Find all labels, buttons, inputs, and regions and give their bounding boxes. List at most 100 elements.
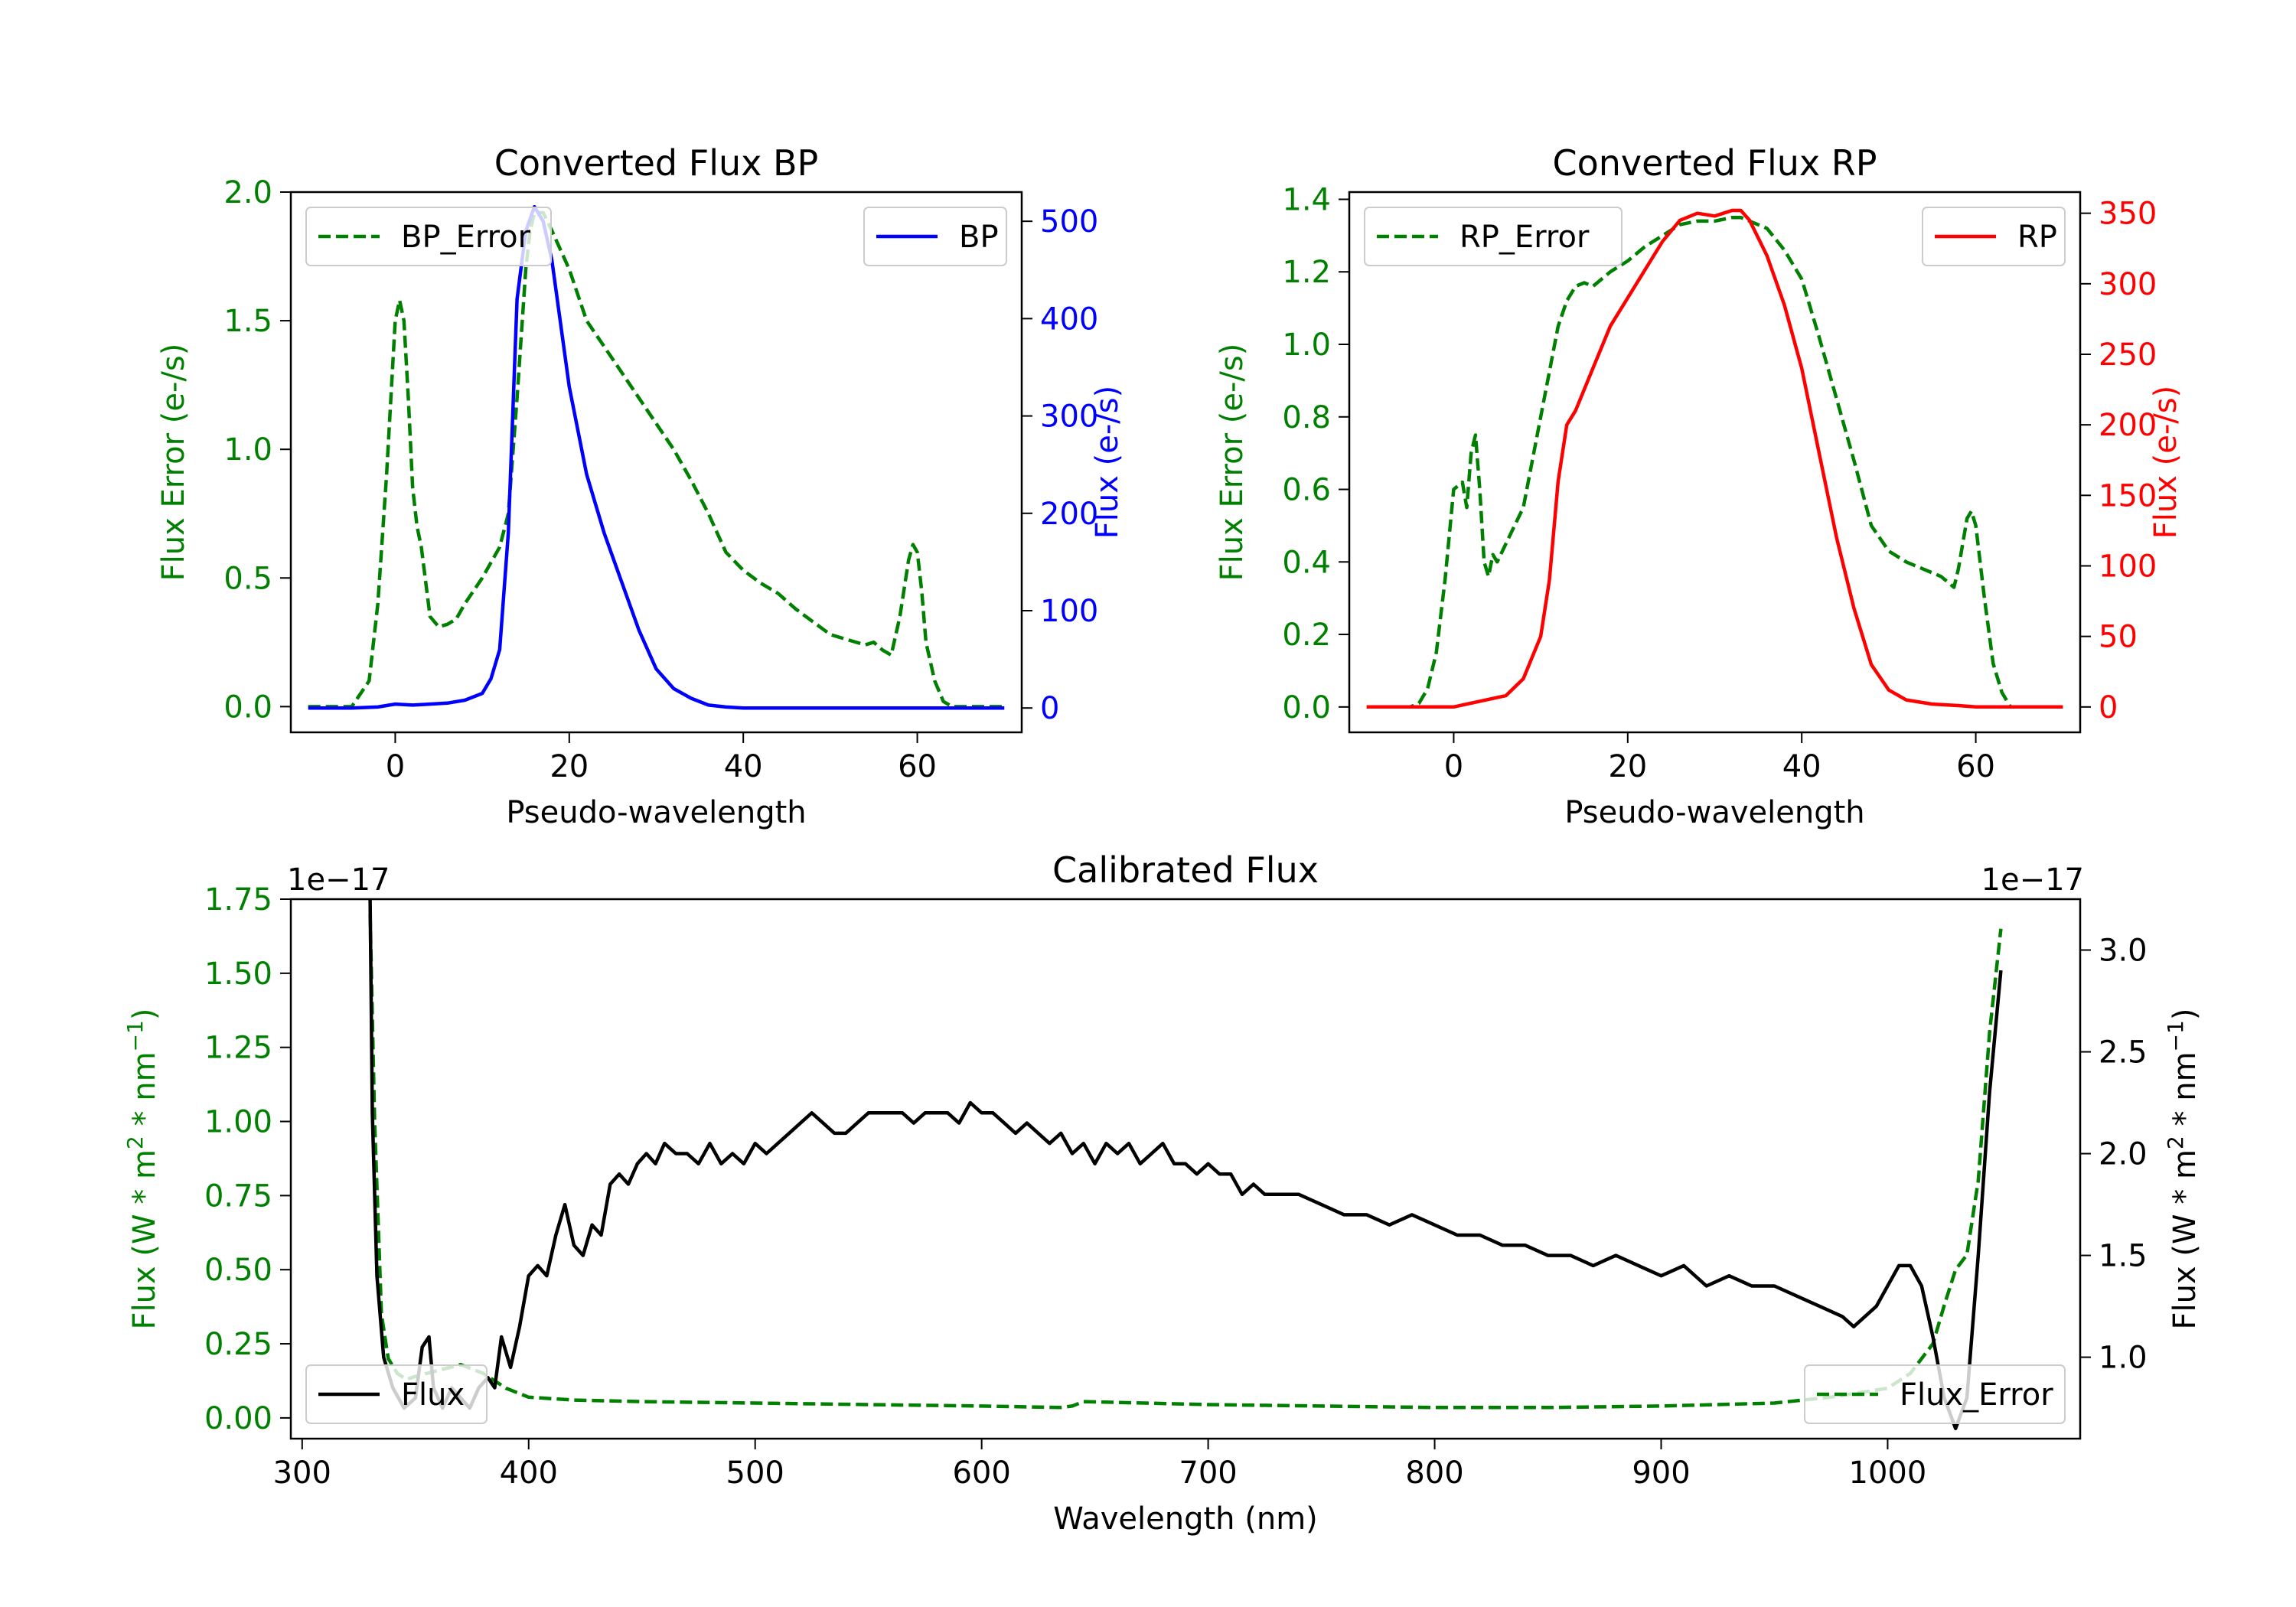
chart-rp: 0 20 40 60 0.0 0.2 0.4 0.6 0.8 1.0 1.2 1.4 0 50 100 150… (1215, 142, 2183, 830)
y-right-tick-label: 2.5 (2099, 1035, 2148, 1071)
y-left-tick-label: 0.5 (223, 561, 272, 596)
y-left-tick-label: 0.00 (204, 1401, 272, 1436)
y-right-tick-label: 50 (2099, 620, 2138, 655)
x-tick-label: 20 (1608, 749, 1647, 784)
y-right-tick-label: 1.0 (2099, 1341, 2148, 1376)
y-left-tick-label: 0.8 (1282, 400, 1331, 435)
y-left-tick-label: 1.50 (204, 957, 272, 992)
y-left-tick-label: 1.00 (204, 1105, 272, 1140)
x-tick-label: 0 (1444, 749, 1463, 784)
y-left-axis-label-part: ) (127, 1009, 162, 1021)
y-left-tick-label: 1.25 (204, 1031, 272, 1066)
chart-title: Converted Flux RP (1553, 142, 1877, 184)
y-right-tick-label: 2.0 (2099, 1137, 2148, 1172)
y-right-tick-label: 0 (1040, 691, 1059, 726)
series-line-flux_error (368, 914, 2003, 1410)
y-left-tick-label: 0.2 (1282, 618, 1331, 653)
series-line-bp_error (308, 210, 1005, 709)
plot-frame (289, 191, 1023, 734)
y-left-tick-label: 0.75 (204, 1178, 272, 1214)
x-tick-label: 0 (386, 749, 405, 784)
legend-bp-error: BP_Error (305, 207, 552, 266)
y-left-axis-label-part: 2 (122, 1136, 148, 1149)
x-tick-label: 300 (273, 1455, 331, 1491)
legend-bp: BP (863, 207, 1007, 266)
y-left-axis-label: Flux (W * m2 * nm−1) (122, 1009, 163, 1330)
y-right-tick-label: 200 (2099, 408, 2157, 443)
y-left-tick-label: 0.0 (1282, 690, 1331, 725)
x-tick-label: 40 (724, 749, 763, 784)
y-left-tick-label: 1.4 (1282, 182, 1331, 217)
y-left-tick-label: 0.4 (1282, 545, 1331, 580)
y-right-axis-label-part: 2 (2163, 1136, 2188, 1149)
y-right-axis-label-part: −1 (2163, 1020, 2188, 1051)
y-left-axis-label: Flux Error (e-/s) (156, 344, 191, 582)
x-tick-label: 60 (1956, 749, 1995, 784)
y-left-tick-label: 0.0 (223, 689, 272, 725)
y-left-tick-label: 1.5 (223, 304, 272, 339)
y-right-axis-label-part: * nm (2167, 1051, 2203, 1136)
y-left-axis-label-part: Flux (W * m (127, 1149, 162, 1329)
legend-box (305, 207, 552, 266)
series-line-flux (368, 899, 2003, 1430)
chart-title: Calibrated Flux (1052, 849, 1319, 891)
x-tick-label: 60 (898, 749, 937, 784)
y-left-axis-label-part: −1 (122, 1020, 148, 1051)
y-left-offset-label: 1e−17 (287, 862, 390, 898)
series-line-rp_error (1366, 215, 2063, 709)
x-tick-label: 500 (726, 1455, 784, 1491)
y-right-tick-label: 250 (2099, 337, 2157, 373)
legend-box (305, 1364, 488, 1424)
y-right-axis-label: Flux (W * m2 * nm−1) (2163, 1009, 2203, 1330)
y-left-tick-label: 1.2 (1282, 255, 1331, 290)
legend-label: RP (2017, 220, 2057, 255)
y-left-tick-label: 2.0 (223, 175, 272, 210)
plot-frame (1348, 191, 2082, 734)
y-right-axis-label: Flux (e-/s) (2148, 386, 2183, 539)
x-tick-label: 40 (1782, 749, 1821, 784)
y-right-tick-label: 1.5 (2099, 1239, 2148, 1274)
y-right-tick-label: 100 (2099, 549, 2157, 584)
y-left-tick-label: 1.0 (223, 432, 272, 468)
x-tick-label: 900 (1632, 1455, 1690, 1491)
y-right-tick-label: 0 (2099, 690, 2118, 725)
legend-label: Flux_Error (1900, 1377, 2053, 1413)
legend-flux-error: Flux_Error (1804, 1364, 2066, 1424)
y-right-axis-label-part: ) (2167, 1009, 2203, 1021)
legend-box (1364, 207, 1623, 266)
y-right-axis-label-part: Flux (W * m (2167, 1149, 2203, 1329)
y-right-tick-label: 300 (1040, 399, 1098, 435)
series-line-bp (308, 204, 1005, 710)
chart-title: Converted Flux BP (494, 142, 819, 184)
legend-rp: RP (1922, 207, 2066, 266)
x-axis-label: Pseudo-wavelength (506, 795, 806, 830)
legend-flux: Flux (305, 1364, 488, 1424)
legend-box (1804, 1364, 2066, 1424)
y-right-offset-label: 1e−17 (1981, 862, 2084, 898)
series-line-rp (1366, 208, 2063, 709)
x-axis-label: Pseudo-wavelength (1564, 795, 1864, 830)
y-left-tick-label: 1.0 (1282, 328, 1331, 363)
x-tick-label: 20 (550, 749, 589, 784)
y-right-axis-label: Flux (e-/s) (1090, 386, 1125, 539)
legend-label: Flux (401, 1377, 465, 1413)
x-tick-label: 700 (1179, 1455, 1237, 1491)
y-right-tick-label: 350 (2099, 197, 2157, 232)
y-right-tick-label: 3.0 (2099, 934, 2148, 969)
y-left-tick-label: 1.75 (204, 882, 272, 918)
y-right-tick-label: 300 (2099, 267, 2157, 302)
x-tick-label: 800 (1405, 1455, 1463, 1491)
legend-label: RP_Error (1459, 220, 1590, 255)
x-axis-label: Wavelength (nm) (1053, 1501, 1318, 1537)
chart-bp: 0 20 40 60 0.0 0.5 1.0 1.5 2.0 0 100 200 300 400 500 Co… (156, 142, 1125, 830)
x-tick-label: 1000 (1849, 1455, 1927, 1491)
y-right-tick-label: 200 (1040, 497, 1098, 532)
legend-label: BP_Error (401, 220, 531, 255)
plot-frame (289, 898, 2082, 1440)
x-tick-label: 400 (500, 1455, 558, 1491)
y-left-axis-label-part: * nm (127, 1051, 162, 1136)
y-right-tick-label: 400 (1040, 302, 1098, 337)
legend-rp-error: RP_Error (1364, 207, 1623, 266)
y-right-tick-label: 100 (1040, 594, 1098, 629)
y-left-tick-label: 0.6 (1282, 473, 1331, 508)
